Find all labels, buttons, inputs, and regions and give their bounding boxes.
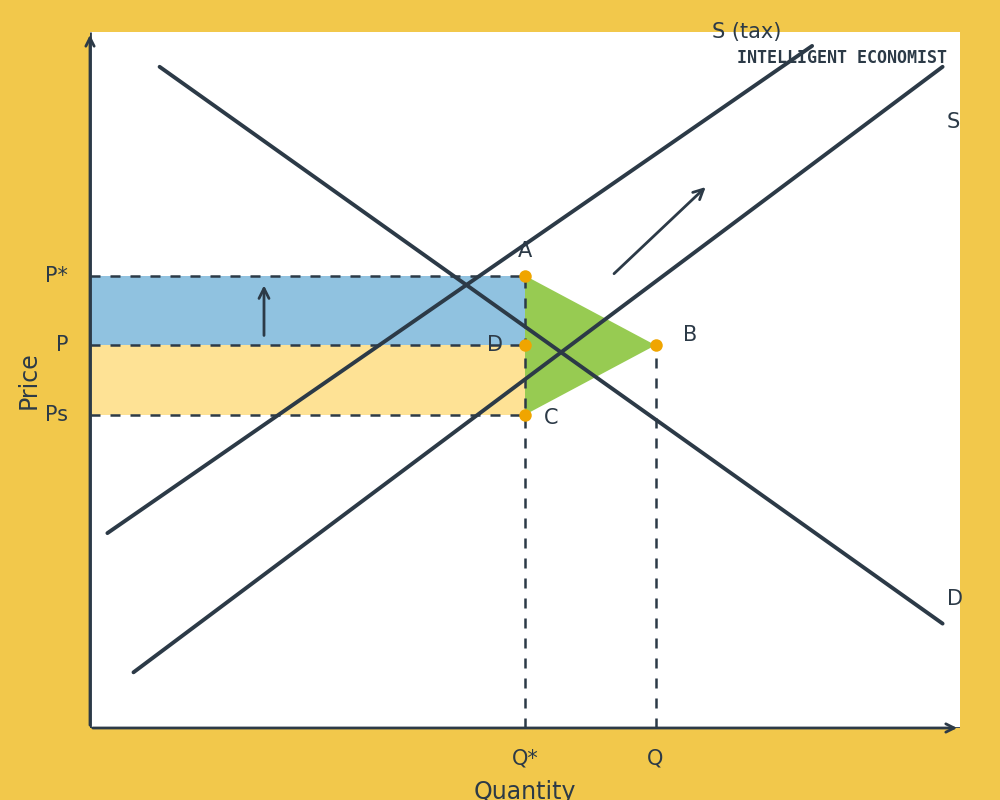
- Text: A: A: [518, 242, 532, 262]
- Bar: [90, 345, 525, 414]
- Text: D: D: [487, 335, 503, 355]
- Text: S: S: [947, 113, 960, 133]
- Text: P*: P*: [45, 266, 68, 286]
- Text: Q: Q: [647, 749, 664, 769]
- Text: INTELLIGENT ECONOMIST: INTELLIGENT ECONOMIST: [737, 50, 947, 67]
- Text: B: B: [683, 325, 697, 345]
- Text: S (tax): S (tax): [712, 22, 782, 42]
- Text: D: D: [947, 590, 963, 610]
- Text: P: P: [56, 335, 68, 355]
- Text: Price: Price: [17, 351, 41, 409]
- Text: Ps: Ps: [45, 405, 68, 425]
- Text: Quantity: Quantity: [474, 780, 576, 800]
- Text: Q*: Q*: [512, 749, 538, 769]
- Bar: [90, 275, 525, 345]
- Polygon shape: [525, 275, 656, 414]
- Text: C: C: [544, 408, 558, 428]
